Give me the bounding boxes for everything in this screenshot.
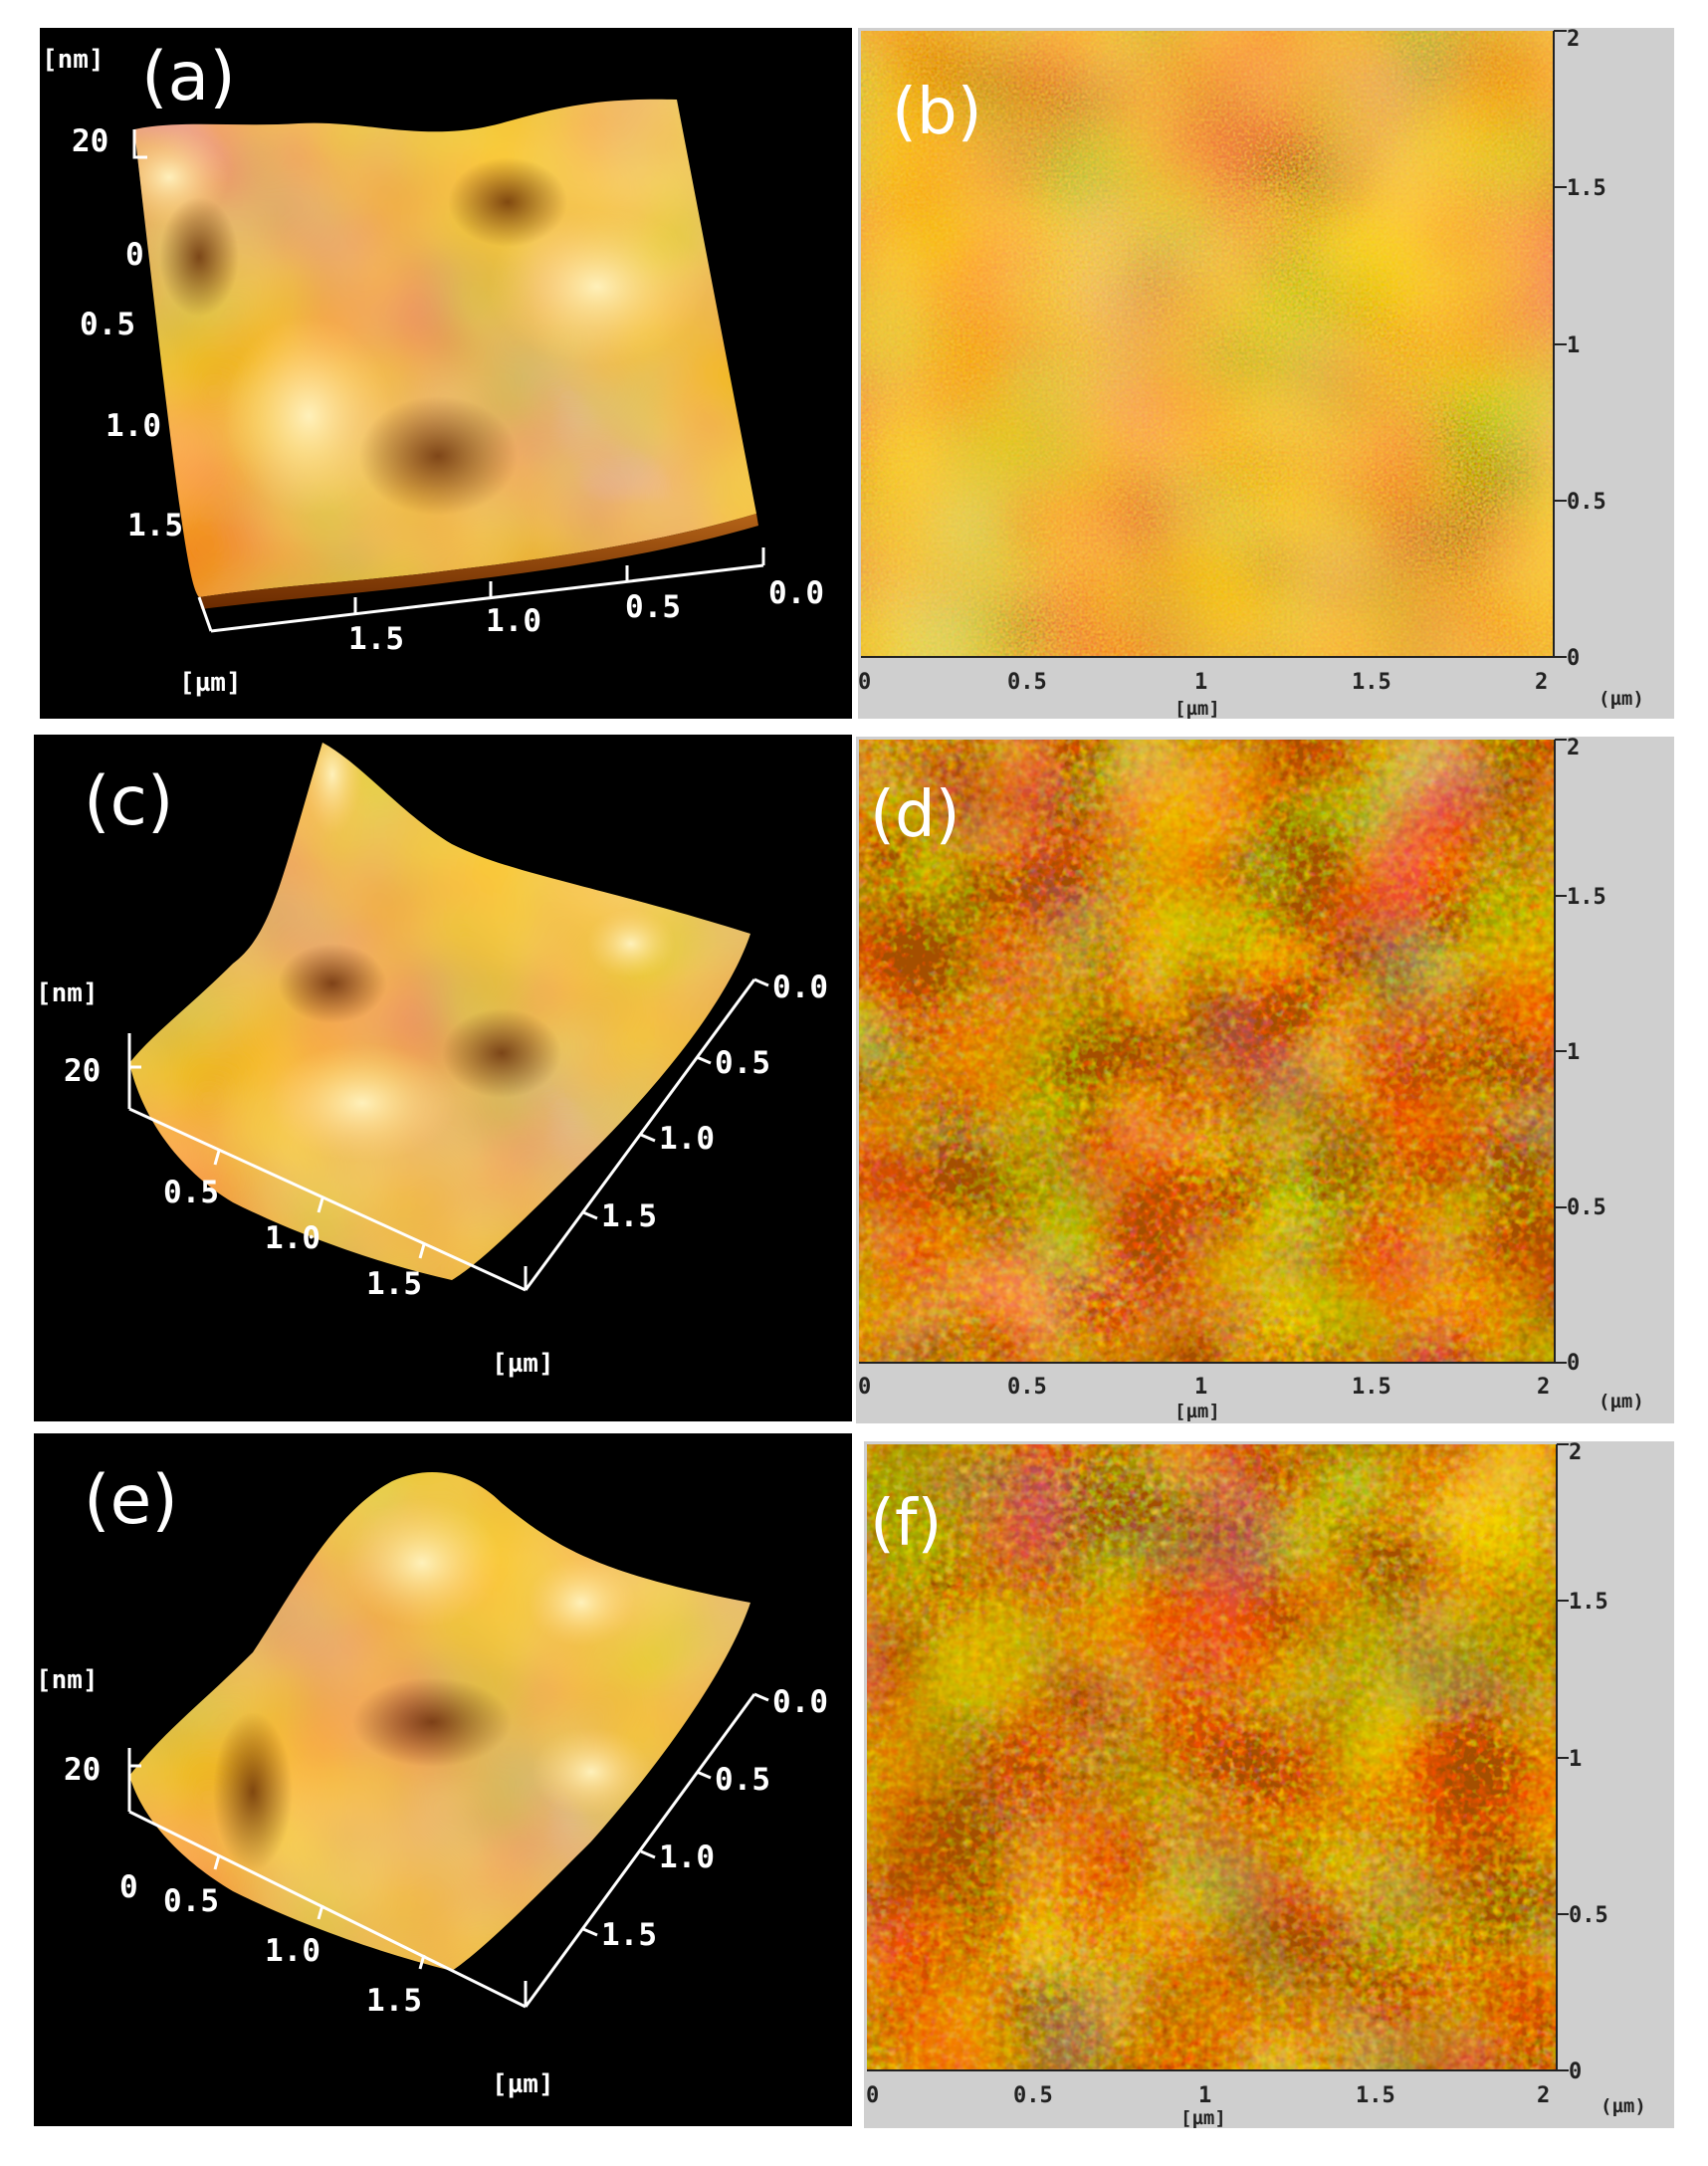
- panel-c-3d-topography: [nm] (c) 20 0.5 1.0 1.5 0.0 0.5 1.0 1.5 …: [34, 735, 852, 1421]
- x-tick-d-3: 1.5: [1352, 1375, 1391, 1400]
- front-tick-e-0: 0: [119, 1869, 138, 1905]
- bottom-tick-a-2: 0.5: [625, 589, 681, 625]
- x-tick-d-2: 1: [1194, 1375, 1207, 1400]
- xy-unit-a: [µm]: [179, 668, 242, 698]
- front-tick-c-2: 1.5: [366, 1266, 422, 1302]
- bottom-tick-a-3: 0.0: [768, 575, 824, 611]
- panel-label-d: (d): [870, 778, 961, 852]
- panel-e-3d-topography: [nm] (e) 20 0 0.5 1.0 1.5 0.0 0.5 1.0 1.…: [34, 1433, 852, 2126]
- z-tick-a-0: 0: [125, 237, 144, 273]
- surface-a: [134, 99, 756, 597]
- x-tick-f-2: 1: [1198, 2083, 1211, 2108]
- y-unit-d: (µm): [1599, 1391, 1644, 1412]
- y-tick-b-0: 0: [1567, 646, 1580, 671]
- x-tick-f-4: 2: [1537, 2083, 1550, 2108]
- right-tick-e-1: 0.5: [715, 1762, 770, 1798]
- y-tick-f-0: 0: [1569, 2059, 1582, 2084]
- right-tick-c-0: 0.0: [772, 970, 828, 1005]
- y-tick-d-3: 1.5: [1567, 885, 1606, 910]
- front-tick-e-1: 0.5: [163, 1883, 219, 1919]
- right-axis-e: [524, 1693, 756, 2008]
- x-unit-d: [µm]: [1174, 1401, 1220, 1422]
- surface-e: [129, 1472, 750, 1971]
- y-unit-f: (µm): [1601, 2095, 1646, 2117]
- y-tick-b-4: 2: [1567, 28, 1580, 52]
- left-tick-a-1: 1.0: [106, 408, 161, 444]
- panel-a-3d-topography: [nm] (a) 20 0 0.5 1.0 1.5 1.5 1.0 0.5 0.…: [40, 28, 852, 719]
- z-axis-a: [132, 129, 147, 159]
- panel-label-b: (b): [892, 76, 982, 149]
- x-tick-b-1: 0.5: [1007, 670, 1047, 695]
- x-tick-f-0: 0: [866, 2083, 879, 2108]
- right-axis-c: [524, 978, 756, 1291]
- x-unit-f: [µm]: [1180, 2107, 1226, 2128]
- z-unit-a: [nm]: [42, 45, 105, 75]
- panel-label-c: (c): [84, 762, 173, 841]
- panel-b-height-map: (b) 0 0.5 1 1.5 2 0 0.5 1 1.5 2 [µm] (µm…: [858, 28, 1674, 719]
- panel-f-height-map: (f) 0 0.5 1 1.5 2 0 0.5 1 1.5 2 [µm] (µm…: [864, 1441, 1674, 2128]
- surface-c: [129, 743, 750, 1280]
- front-tick-c-1: 1.0: [265, 1220, 320, 1256]
- left-tick-a-2: 1.5: [127, 508, 183, 543]
- y-tick-f-2: 1: [1569, 1747, 1582, 1772]
- x-tick-b-2: 1: [1194, 670, 1207, 695]
- x-tick-f-1: 0.5: [1013, 2083, 1053, 2108]
- xy-unit-e: [µm]: [492, 2069, 554, 2099]
- x-tick-b-4: 2: [1535, 670, 1548, 695]
- x-tick-b-3: 1.5: [1352, 670, 1391, 695]
- right-tick-e-3: 1.5: [601, 1917, 657, 1953]
- z-tick-e-20: 20: [64, 1752, 101, 1788]
- y-tick-b-3: 1.5: [1567, 176, 1606, 201]
- bottom-tick-a-1: 1.0: [486, 603, 541, 639]
- y-tick-f-3: 1.5: [1569, 1590, 1608, 1615]
- left-axis-a: [197, 596, 213, 632]
- y-tick-b-1: 0.5: [1567, 490, 1606, 515]
- xy-unit-c: [µm]: [492, 1349, 554, 1379]
- height-map-b: [861, 31, 1553, 656]
- z-unit-e: [nm]: [36, 1665, 99, 1695]
- y-tick-d-0: 0: [1567, 1351, 1580, 1376]
- x-tick-b-0: 0: [858, 670, 871, 695]
- z-tick-c-20: 20: [64, 1053, 101, 1089]
- height-map-d: [859, 740, 1554, 1362]
- left-tick-a-0: 0.5: [80, 307, 135, 342]
- y-tick-b-2: 1: [1567, 333, 1580, 358]
- bottom-tick-a-0: 1.5: [348, 621, 404, 657]
- x-unit-b: [µm]: [1174, 698, 1220, 719]
- x-tick-d-0: 0: [858, 1375, 871, 1400]
- panel-d-height-map: (d) 0 0.5 1 1.5 2 0 0.5 1 1.5 2 [µm] (µm…: [856, 737, 1674, 1423]
- right-tick-c-2: 1.0: [659, 1121, 715, 1157]
- right-tick-e-2: 1.0: [659, 1840, 715, 1875]
- x-tick-d-1: 0.5: [1007, 1375, 1047, 1400]
- right-tick-e-0: 0.0: [772, 1684, 828, 1720]
- y-unit-b: (µm): [1599, 688, 1644, 710]
- front-axis-c: [128, 1107, 527, 1292]
- y-tick-d-1: 0.5: [1567, 1195, 1606, 1220]
- front-axis-e: [128, 1810, 527, 2009]
- front-tick-c-0: 0.5: [163, 1175, 219, 1210]
- right-tick-c-3: 1.5: [601, 1198, 657, 1234]
- z-tick-a-20: 20: [72, 123, 108, 159]
- height-map-f: [867, 1444, 1556, 2069]
- panel-label-e: (e): [84, 1461, 178, 1540]
- front-tick-e-2: 1.0: [265, 1933, 320, 1969]
- y-tick-f-4: 2: [1569, 1441, 1582, 1465]
- right-tick-c-1: 0.5: [715, 1045, 770, 1081]
- panel-label-a: (a): [141, 38, 236, 116]
- y-tick-f-1: 0.5: [1569, 1903, 1608, 1928]
- front-tick-e-3: 1.5: [366, 1983, 422, 2019]
- y-tick-d-2: 1: [1567, 1040, 1580, 1065]
- x-tick-d-4: 2: [1537, 1375, 1550, 1400]
- x-tick-f-3: 1.5: [1356, 2083, 1395, 2108]
- y-tick-d-4: 2: [1567, 737, 1580, 760]
- z-unit-c: [nm]: [36, 978, 99, 1008]
- panel-label-f: (f): [870, 1487, 942, 1561]
- bottom-axis-a: [210, 563, 764, 633]
